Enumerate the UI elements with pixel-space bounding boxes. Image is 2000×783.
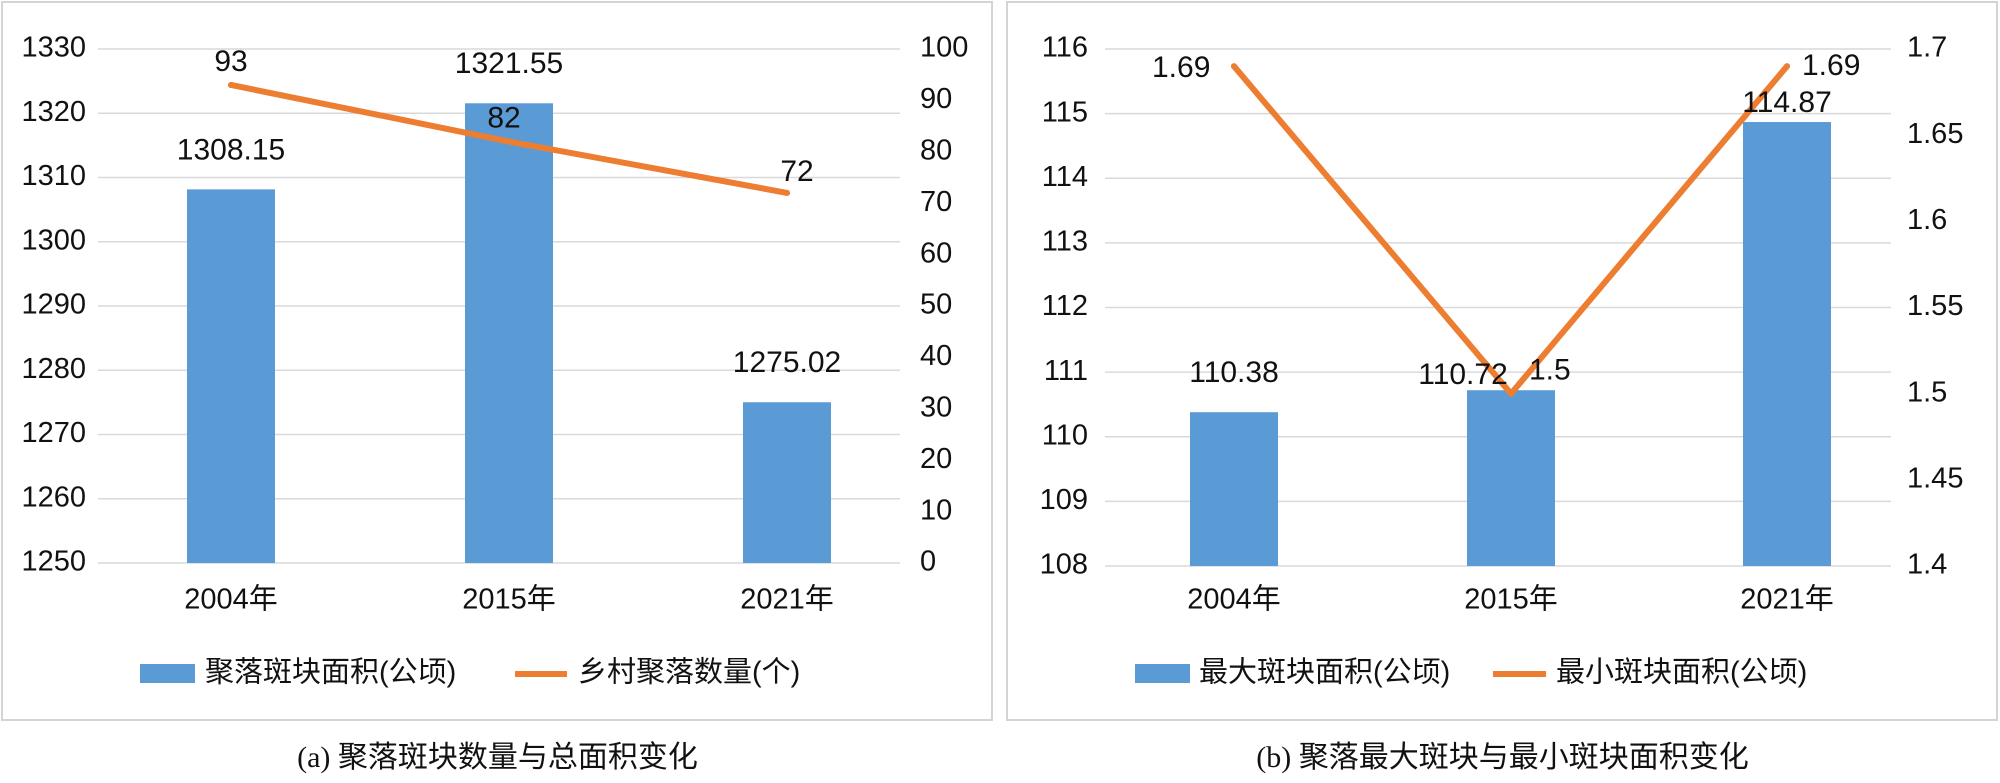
line-data-label: 72	[780, 155, 813, 188]
y-left-tick-label: 114	[1042, 161, 1088, 193]
y-left-tick-label: 1300	[21, 224, 86, 256]
chart-frame	[1006, 1, 1998, 721]
y-right-tick-label: 1.65	[1907, 118, 1963, 150]
y-left-tick-label: 112	[1042, 290, 1088, 322]
legend-label-line: 最小斑块面积(公顷)	[1556, 657, 1807, 689]
legend-label-bar: 最大斑块面积(公顷)	[1199, 656, 1450, 689]
y-right-tick-label: 90	[920, 83, 952, 115]
bar	[1743, 122, 1831, 567]
bar	[1467, 390, 1555, 566]
y-right-tick-label: 1.4	[1907, 549, 1947, 581]
y-right-tick-label: 70	[920, 186, 952, 218]
y-left-tick-label: 1250	[21, 546, 86, 578]
line-point	[1784, 63, 1790, 70]
chart-a-caption: (a) 聚落斑块数量与总面积变化	[297, 741, 698, 774]
y-right-tick-label: 80	[920, 134, 952, 166]
legend-label-bar: 聚落斑块面积(公顷)	[205, 656, 456, 689]
line-point	[1508, 390, 1514, 397]
y-left-tick-label: 1270	[21, 417, 86, 449]
y-left-tick-label: 111	[1044, 355, 1088, 387]
y-right-tick-label: 60	[920, 237, 952, 269]
y-right-tick-label: 1.5	[1907, 376, 1947, 408]
y-left-tick-label: 1290	[21, 289, 86, 321]
x-category-label: 2015年	[462, 583, 556, 616]
bar-data-label: 110.72	[1418, 358, 1508, 391]
y-left-tick-label: 1320	[21, 96, 86, 128]
line-point	[228, 81, 234, 88]
y-right-tick-label: 1.45	[1907, 462, 1963, 494]
y-left-tick-label: 116	[1042, 32, 1088, 64]
bar-data-label: 1275.02	[733, 346, 841, 379]
line-data-label: 1.69	[1802, 49, 1860, 82]
line-data-label: 1.69	[1152, 51, 1210, 84]
x-category-label: 2004年	[184, 583, 278, 616]
legend-label-line: 乡村聚落数量(个)	[578, 656, 800, 689]
line-point	[1231, 63, 1237, 70]
legend-swatch-bar	[1135, 664, 1190, 683]
y-right-tick-label: 0	[920, 546, 936, 578]
line-data-label: 82	[487, 101, 520, 134]
line-point	[506, 138, 512, 145]
legend-swatch-bar	[140, 664, 195, 683]
bar	[187, 189, 275, 564]
chart-b: 108 109 110 111 112 113 114 115 116 1.4 1.45 1.5 1.5…	[1006, 1, 1998, 721]
y-left-tick-label: 1310	[21, 160, 86, 192]
y-right-tick-label: 1.55	[1907, 290, 1963, 322]
y-right-tick-label: 10	[920, 494, 952, 526]
y-right-tick-label: 100	[920, 32, 968, 64]
y-right-tick-label: 1.7	[1907, 32, 1947, 64]
y-left-tick-label: 115	[1042, 96, 1088, 128]
y-left-tick-label: 1280	[21, 353, 86, 385]
bar-data-label: 1321.55	[455, 47, 563, 80]
line-data-label: 93	[214, 45, 247, 78]
y-right-tick-label: 30	[920, 391, 952, 423]
y-left-tick-label: 109	[1040, 484, 1088, 516]
x-category-label: 2004年	[1187, 583, 1281, 616]
chart-b-caption: (b) 聚落最大斑块与最小斑块面积变化	[1256, 741, 1749, 774]
bar-data-label: 1308.15	[177, 133, 285, 166]
line-point	[784, 189, 790, 196]
x-category-label: 2021年	[1740, 583, 1834, 616]
y-left-tick-label: 108	[1040, 549, 1088, 581]
bar	[465, 103, 553, 563]
chart-b-panel: 108 109 110 111 112 113 114 115 116 1.4 1.45 1.5 1.5…	[1005, 0, 2000, 783]
y-left-tick-label: 1330	[21, 32, 86, 64]
x-category-label: 2015年	[1464, 583, 1558, 616]
bar	[1190, 412, 1278, 566]
y-left-tick-label: 113	[1042, 226, 1088, 258]
chart-a: 1250 1260 1270 1280 1290 1300 1310 1320 1330 0 10 2…	[1, 1, 993, 721]
line-data-label: 1.5	[1529, 354, 1571, 387]
x-category-label: 2021年	[740, 583, 834, 616]
chart-a-panel: 1250 1260 1270 1280 1290 1300 1310 1320 1330 0 10 2…	[0, 0, 995, 783]
y-left-tick-label: 1260	[21, 481, 86, 513]
bar-data-label: 110.38	[1189, 356, 1279, 389]
y-right-tick-label: 1.6	[1907, 204, 1947, 236]
y-right-tick-label: 40	[920, 340, 952, 372]
bar	[743, 402, 831, 563]
y-left-tick-label: 110	[1042, 419, 1088, 451]
y-right-tick-label: 50	[920, 289, 952, 321]
bar-data-label: 114.87	[1742, 86, 1832, 119]
y-right-tick-label: 20	[920, 443, 952, 475]
